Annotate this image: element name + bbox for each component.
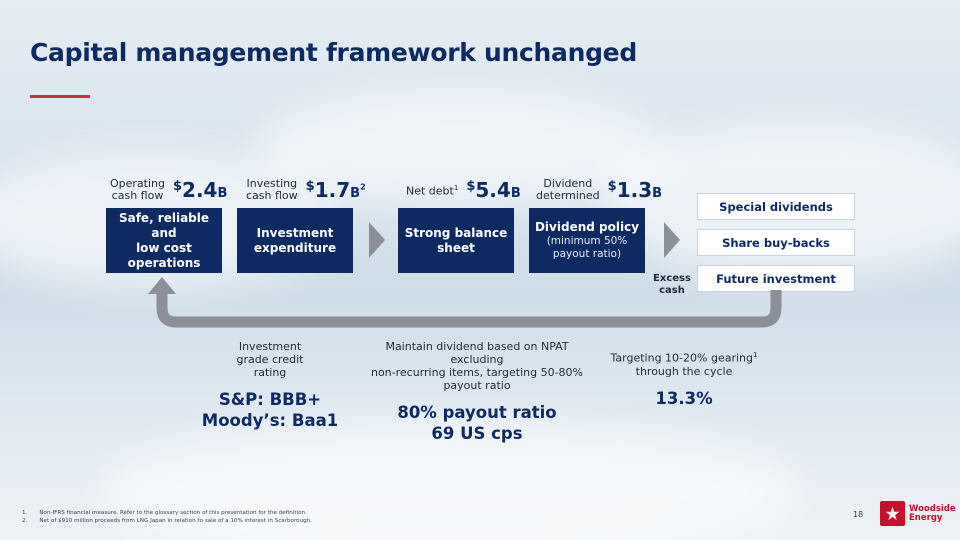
stat-value: $5.4B	[466, 178, 520, 202]
stat-value: $1.3B	[608, 178, 662, 202]
currency-symbol: $	[466, 179, 476, 194]
stat-investing-cash-flow: Investing cash flow $1.7B2	[246, 178, 366, 203]
stat-amount: 5.4	[475, 178, 511, 202]
box-title-line: expenditure	[253, 240, 337, 255]
highlight-line: Moody’s: Baa1	[201, 411, 339, 430]
stat-label-line: Net debt	[406, 184, 454, 198]
box-dividend-policy: Dividend policy (minimum 50% payout rati…	[529, 208, 645, 273]
stat-label-line: cash flow	[111, 189, 164, 202]
stat-unit: B	[510, 186, 521, 201]
stat-label-line: Dividend	[543, 177, 593, 190]
excess-label-line: Excess	[653, 273, 691, 284]
column-highlight: 13.3%	[604, 388, 764, 409]
footnote-ref: 1	[453, 184, 459, 193]
stat-unit: B	[217, 186, 228, 201]
desc-line: through the cycle	[635, 364, 733, 378]
desc-line: non-recurring items, targeting 50-80%	[370, 366, 583, 379]
footnote-number: 2.	[22, 518, 28, 524]
column-description: Investment grade credit rating	[190, 340, 350, 379]
background-cloud	[250, 90, 670, 210]
stat-dividend-determined: Dividend determined $1.3B	[536, 178, 662, 203]
background-cloud	[100, 420, 800, 540]
footnote-text: Net of $910 million proceeds from LNG Ja…	[39, 518, 313, 524]
desc-line: Maintain dividend based on NPAT excludin…	[385, 340, 569, 366]
logo-text-line: Woodside	[909, 503, 956, 514]
column-highlight: S&P: BBB+ Moody’s: Baa1	[190, 389, 350, 431]
excess-label-line: cash	[659, 285, 685, 296]
page-number: 18	[853, 510, 864, 519]
stat-label-line: Operating	[110, 177, 165, 190]
woodside-flower-icon	[880, 501, 905, 526]
option-special-dividends: Special dividends	[697, 193, 855, 220]
box-investment-expenditure: Investment expenditure	[237, 208, 353, 273]
woodside-logo: Woodside Energy	[880, 501, 956, 526]
box-subtitle-line: payout ratio)	[552, 248, 622, 260]
box-title-line: Dividend policy	[534, 220, 640, 234]
stat-value: $2.4B	[173, 178, 227, 202]
logo-text-line: Energy	[909, 512, 943, 523]
footnote-ref: 1	[753, 351, 758, 359]
stat-amount: 1.7	[314, 178, 351, 202]
stat-amount: 1.3	[616, 178, 653, 202]
column-gearing: Targeting 10-20% gearing1 through the cy…	[604, 349, 764, 409]
box-title-line: Strong balance	[404, 225, 508, 240]
box-strong-balance-sheet: Strong balance sheet	[398, 208, 514, 273]
stat-label: Net debt1	[406, 182, 458, 198]
column-credit-rating: Investment grade credit rating S&P: BBB+…	[190, 340, 350, 431]
stat-value: $1.7B2	[306, 178, 366, 202]
desc-line: rating	[253, 366, 287, 379]
desc-line: payout ratio	[443, 379, 511, 392]
logo-text: Woodside Energy	[909, 503, 956, 523]
box-operations: Safe, reliable and low cost operations	[106, 208, 222, 273]
stat-amount: 2.4	[182, 178, 218, 202]
box-title-line: Safe, reliable and	[118, 210, 210, 240]
page-title: Capital management framework unchanged	[30, 38, 637, 67]
box-title-line: operations	[127, 255, 201, 270]
desc-line: Targeting 10-20% gearing	[610, 351, 753, 365]
option-share-buy-backs: Share buy-backs	[697, 229, 855, 256]
currency-symbol: $	[607, 179, 617, 194]
footnote-number: 1.	[22, 510, 28, 516]
stat-unit: B	[652, 186, 663, 201]
footnote-text: Non-IFRS financial measure. Refer to the…	[39, 510, 307, 516]
desc-line: grade credit	[236, 353, 304, 366]
stat-label-line: Investing	[246, 177, 298, 190]
stat-unit: B	[350, 186, 361, 201]
stat-label-line: determined	[536, 189, 600, 202]
stat-label: Investing cash flow	[246, 178, 298, 202]
footnote: 2. Net of $910 million proceeds from LNG …	[22, 517, 312, 525]
column-description: Targeting 10-20% gearing1 through the cy…	[604, 349, 764, 378]
stat-operating-cash-flow: Operating cash flow $2.4B	[110, 178, 227, 203]
highlight-line: 13.3%	[655, 388, 713, 408]
highlight-line: 69 US cps	[431, 424, 523, 443]
currency-symbol: $	[305, 179, 315, 194]
title-underline	[30, 95, 90, 98]
box-title-line: sheet	[437, 240, 475, 255]
stat-label: Dividend determined	[536, 178, 600, 202]
arrow-up-icon	[148, 277, 176, 294]
footnotes: 1. Non-IFRS financial measure. Refer to t…	[22, 509, 312, 525]
chevron-right-icon	[369, 222, 385, 258]
column-payout-ratio: Maintain dividend based on NPAT excludin…	[360, 340, 594, 444]
highlight-line: S&P: BBB+	[218, 390, 322, 409]
currency-symbol: $	[173, 179, 183, 194]
chevron-right-icon	[664, 222, 680, 258]
highlight-line: 80% payout ratio	[397, 403, 557, 422]
box-title-line: Investment	[256, 225, 334, 240]
box-subtitle-line: (minimum 50%	[546, 235, 628, 247]
stat-net-debt: Net debt1 $5.4B	[406, 178, 521, 202]
desc-line: Investment	[238, 340, 302, 353]
footnote: 1. Non-IFRS financial measure. Refer to t…	[22, 509, 312, 517]
footnote-ref: 2	[360, 182, 366, 192]
stat-label-line: cash flow	[246, 189, 298, 202]
excess-cash-label: Excess cash	[648, 273, 696, 297]
column-highlight: 80% payout ratio 69 US cps	[360, 402, 594, 444]
column-description: Maintain dividend based on NPAT excludin…	[360, 340, 594, 392]
stat-label: Operating cash flow	[110, 178, 165, 202]
box-title-line: low cost	[136, 240, 192, 255]
